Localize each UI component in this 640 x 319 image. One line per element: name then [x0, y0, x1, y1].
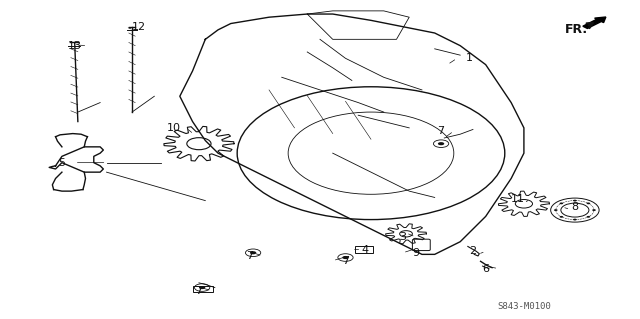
Text: 10: 10	[166, 123, 180, 133]
Text: 3: 3	[399, 232, 406, 242]
Text: 12: 12	[131, 22, 145, 32]
Circle shape	[559, 203, 563, 204]
Text: 1: 1	[467, 53, 473, 63]
Circle shape	[554, 209, 557, 211]
Circle shape	[587, 216, 590, 218]
Text: 13: 13	[68, 41, 82, 51]
Bar	[355, 247, 373, 253]
Circle shape	[250, 251, 256, 254]
Text: FR.: FR.	[565, 23, 588, 36]
Text: 8: 8	[572, 202, 579, 212]
Text: 2: 2	[469, 246, 477, 256]
Text: 11: 11	[511, 194, 525, 204]
Circle shape	[342, 256, 349, 259]
Text: 6: 6	[482, 263, 489, 274]
Text: 7: 7	[438, 126, 445, 136]
Circle shape	[573, 219, 577, 220]
Bar	[193, 286, 213, 292]
Text: 7: 7	[342, 256, 349, 266]
Text: 7: 7	[246, 251, 253, 261]
Circle shape	[559, 216, 563, 218]
Circle shape	[573, 200, 577, 202]
Circle shape	[199, 286, 205, 289]
Text: 5: 5	[58, 158, 65, 168]
Circle shape	[587, 203, 590, 204]
Text: S843-M0100: S843-M0100	[497, 302, 551, 311]
Text: 9: 9	[412, 248, 419, 258]
Circle shape	[592, 209, 596, 211]
FancyArrow shape	[583, 17, 606, 28]
Circle shape	[438, 142, 444, 145]
Text: 4: 4	[361, 245, 368, 255]
Text: 7: 7	[195, 286, 202, 296]
